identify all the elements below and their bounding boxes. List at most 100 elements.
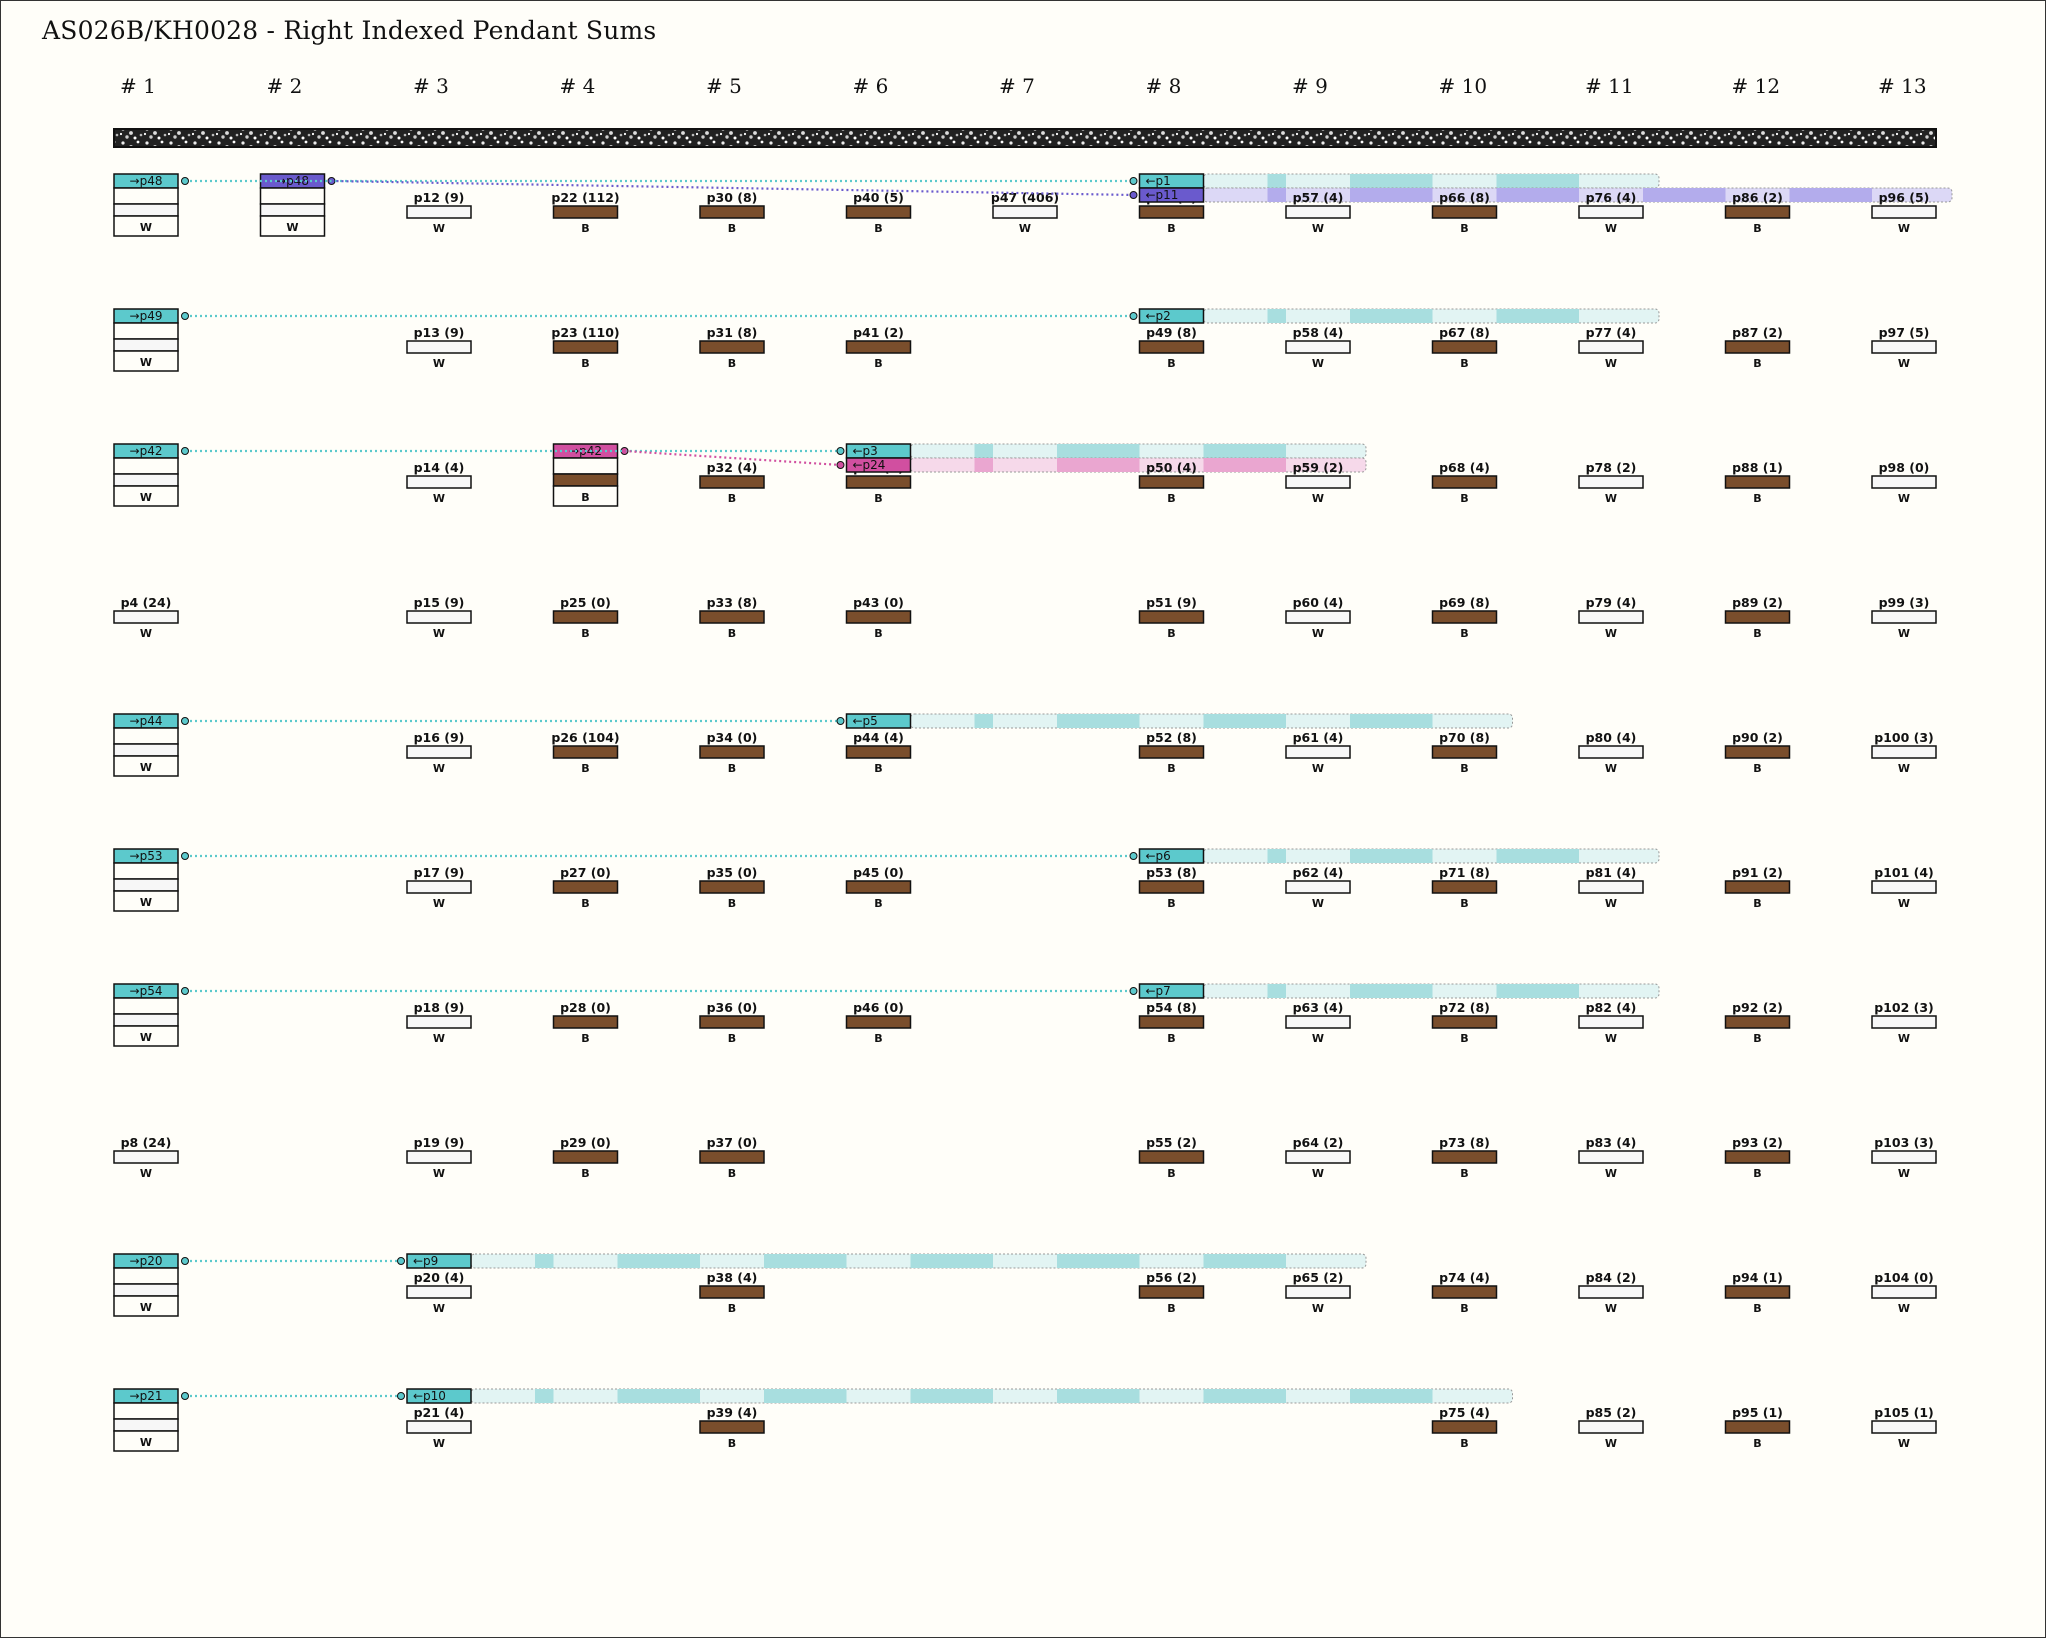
- pendant[interactable]: p60 (4) W: [1285, 595, 1351, 640]
- pendant[interactable]: p13 (9) W: [406, 325, 472, 370]
- pendant[interactable]: p38 (4) B: [699, 1270, 765, 1315]
- link-target-tag[interactable]: [406, 1253, 472, 1269]
- pendant[interactable]: p28 (0) B: [552, 1000, 619, 1045]
- pendant[interactable]: p32 (4) B: [699, 460, 765, 505]
- pendant[interactable]: p84 (2) W: [1578, 1270, 1644, 1315]
- pendant[interactable]: p15 (9) W: [406, 595, 472, 640]
- pendant[interactable]: →p49p2 (24)W: [113, 308, 189, 372]
- pendant[interactable]: p19 (9) W: [406, 1135, 472, 1180]
- pendant[interactable]: p90 (2) B: [1724, 730, 1791, 775]
- pendant[interactable]: p12 (9) W: [406, 190, 472, 235]
- pendant[interactable]: p8 (24) W: [113, 1135, 179, 1180]
- pendant[interactable]: p93 (2) B: [1724, 1135, 1791, 1180]
- pendant[interactable]: p78 (2) W: [1578, 460, 1644, 505]
- pendant[interactable]: p82 (4) W: [1578, 1000, 1644, 1045]
- pendant[interactable]: p96 (5) W: [1871, 190, 1937, 235]
- pendant[interactable]: p30 (8) B: [699, 190, 765, 235]
- pendant[interactable]: p85 (2) W: [1578, 1405, 1644, 1450]
- pendant[interactable]: p41 (2) B: [845, 325, 912, 370]
- pendant[interactable]: p102 (3) W: [1871, 1000, 1937, 1045]
- pendant[interactable]: p34 (0) B: [699, 730, 765, 775]
- pendant[interactable]: p99 (3) W: [1871, 595, 1937, 640]
- pendant[interactable]: p75 (4) B: [1431, 1405, 1498, 1450]
- pendant[interactable]: p20 (4) W: [406, 1270, 472, 1315]
- link-target-tag[interactable]: [1138, 983, 1205, 999]
- pendant[interactable]: p35 (0) B: [699, 865, 765, 910]
- pendant[interactable]: →p21p10 (12)W: [113, 1388, 189, 1452]
- pendant[interactable]: p89 (2) B: [1724, 595, 1791, 640]
- pendant[interactable]: p53 (8) B: [1138, 865, 1205, 910]
- link-target-tag[interactable]: [1138, 308, 1205, 324]
- pendant[interactable]: p37 (0) B: [699, 1135, 765, 1180]
- pendant[interactable]: p29 (0) B: [552, 1135, 619, 1180]
- pendant[interactable]: p97 (5) W: [1871, 325, 1937, 370]
- pendant[interactable]: p23 (110) B: [551, 325, 619, 370]
- pendant[interactable]: →p48p1 (24)W: [113, 173, 189, 237]
- pendant[interactable]: p17 (9) W: [406, 865, 472, 910]
- pendant[interactable]: p33 (8) B: [699, 595, 765, 640]
- pendant[interactable]: →p42p3 (12)W: [113, 443, 189, 507]
- pendant[interactable]: →p42p24 (12)B: [552, 443, 629, 507]
- link-target-tag[interactable]: [845, 457, 912, 473]
- pendant[interactable]: p66 (8) B: [1431, 190, 1498, 235]
- pendant[interactable]: p31 (8) B: [699, 325, 765, 370]
- link-target-tag[interactable]: [406, 1388, 472, 1404]
- pendant[interactable]: p81 (4) W: [1578, 865, 1644, 910]
- pendant[interactable]: p56 (2) B: [1138, 1270, 1205, 1315]
- pendant[interactable]: p14 (4) W: [406, 460, 472, 505]
- pendant[interactable]: p105 (1) W: [1871, 1405, 1937, 1450]
- pendant[interactable]: p16 (9) W: [406, 730, 472, 775]
- pendant[interactable]: p27 (0) B: [552, 865, 619, 910]
- pendant[interactable]: p91 (2) B: [1724, 865, 1791, 910]
- pendant[interactable]: p87 (2) B: [1724, 325, 1791, 370]
- pendant[interactable]: p25 (0) B: [552, 595, 619, 640]
- link-target-tag[interactable]: [845, 713, 912, 729]
- pendant[interactable]: →p48p11 (31)W: [259, 173, 336, 237]
- pendant[interactable]: p55 (2) B: [1138, 1135, 1205, 1180]
- pendant[interactable]: p70 (8) B: [1431, 730, 1498, 775]
- pendant[interactable]: p86 (2) B: [1724, 190, 1791, 235]
- pendant[interactable]: p26 (104) B: [551, 730, 619, 775]
- pendant[interactable]: p88 (1) B: [1724, 460, 1791, 505]
- pendant[interactable]: p49 (8) B: [1138, 325, 1205, 370]
- pendant[interactable]: p36 (0) B: [699, 1000, 765, 1045]
- pendant[interactable]: →p20p9 (12)W: [113, 1253, 189, 1317]
- pendant[interactable]: p57 (4) W: [1285, 190, 1351, 235]
- pendant[interactable]: p95 (1) B: [1724, 1405, 1791, 1450]
- pendant[interactable]: p39 (4) B: [699, 1405, 765, 1450]
- pendant[interactable]: p69 (8) B: [1431, 595, 1498, 640]
- pendant[interactable]: p21 (4) W: [406, 1405, 472, 1450]
- pendant[interactable]: p67 (8) B: [1431, 325, 1498, 370]
- pendant[interactable]: p51 (9) B: [1138, 595, 1205, 640]
- pendant[interactable]: p94 (1) B: [1724, 1270, 1791, 1315]
- pendant[interactable]: p80 (4) W: [1578, 730, 1644, 775]
- pendant[interactable]: p22 (112) B: [551, 190, 619, 235]
- pendant[interactable]: p50 (4) B: [1138, 460, 1205, 505]
- pendant[interactable]: p79 (4) W: [1578, 595, 1644, 640]
- pendant[interactable]: p40 (5) B: [845, 190, 912, 235]
- pendant[interactable]: p59 (2) W: [1285, 460, 1351, 505]
- pendant[interactable]: p98 (0) W: [1871, 460, 1937, 505]
- pendant[interactable]: p18 (9) W: [406, 1000, 472, 1045]
- pendant[interactable]: p73 (8) B: [1431, 1135, 1498, 1180]
- pendant[interactable]: →p54p7 (24)W: [113, 983, 189, 1047]
- pendant[interactable]: →p44p5 (24)W: [113, 713, 189, 777]
- pendant[interactable]: p83 (4) W: [1578, 1135, 1644, 1180]
- pendant[interactable]: p4 (24) W: [113, 595, 179, 640]
- pendant[interactable]: p45 (0) B: [845, 865, 912, 910]
- pendant[interactable]: p74 (4) B: [1431, 1270, 1498, 1315]
- pendant[interactable]: p62 (4) W: [1285, 865, 1351, 910]
- pendant[interactable]: p44 (4) B: [845, 730, 912, 775]
- pendant[interactable]: p77 (4) W: [1578, 325, 1644, 370]
- pendant[interactable]: p76 (4) W: [1578, 190, 1644, 235]
- pendant[interactable]: p43 (0) B: [845, 595, 912, 640]
- pendant[interactable]: p68 (4) B: [1431, 460, 1498, 505]
- pendant[interactable]: p100 (3) W: [1871, 730, 1937, 775]
- link-target-tag[interactable]: [1138, 848, 1205, 864]
- pendant[interactable]: p63 (4) W: [1285, 1000, 1351, 1045]
- pendant[interactable]: p52 (8) B: [1138, 730, 1205, 775]
- pendant[interactable]: p54 (8) B: [1138, 1000, 1205, 1045]
- pendant[interactable]: p104 (0) W: [1871, 1270, 1937, 1315]
- pendant[interactable]: p92 (2) B: [1724, 1000, 1791, 1045]
- pendant[interactable]: p71 (8) B: [1431, 865, 1498, 910]
